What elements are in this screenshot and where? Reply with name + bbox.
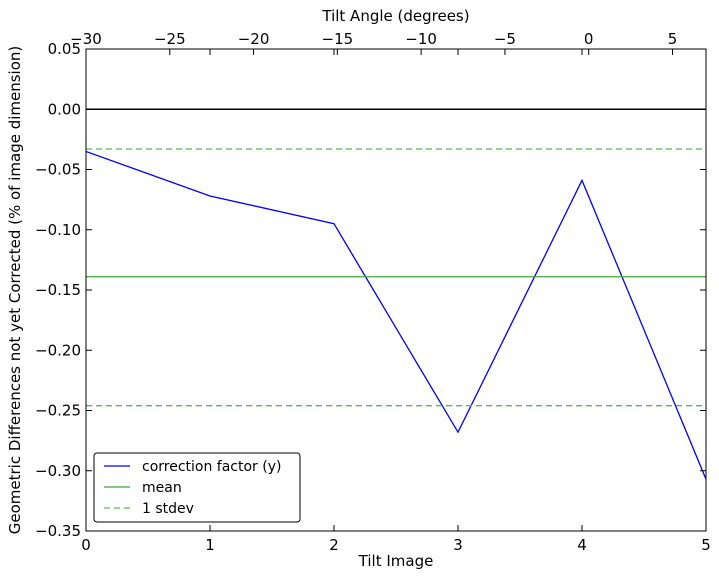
plot-lines	[86, 108, 706, 480]
x-tick-label: 4	[577, 536, 587, 554]
secondary-x-tick-label: −5	[494, 30, 516, 48]
x-tick-label: 5	[701, 536, 711, 554]
y-axis-label: Geometric Differences not yet Corrected …	[6, 46, 24, 535]
secondary-x-tick-label: −25	[154, 30, 186, 48]
y-tick-label: 0.05	[48, 40, 81, 58]
axis-tick-labels: 0 1 2 3 4 5 −30 −25 −20 −15 −10 −5 0 5 0.05 0.00 −0.05 −0…	[35, 30, 711, 554]
secondary-x-axis-label: Tilt Angle (degrees)	[321, 7, 469, 25]
y-tick-label: −0.05	[35, 161, 81, 179]
x-axis-label: Tilt Image	[358, 552, 434, 570]
y-tick-label: −0.30	[35, 462, 81, 480]
x-tick-label: 1	[205, 536, 215, 554]
x-tick-label: 3	[453, 536, 463, 554]
axis-ticks	[85, 48, 707, 532]
secondary-x-tick-label: −10	[405, 30, 437, 48]
y-tick-label: −0.20	[35, 341, 81, 359]
x-tick-label: 2	[329, 536, 339, 554]
y-tick-label: −0.10	[35, 221, 81, 239]
secondary-x-tick-label: −20	[238, 30, 270, 48]
legend-entry-label: mean	[142, 480, 182, 496]
legend-entry-label: correction factor (y)	[142, 459, 281, 475]
secondary-x-tick-label: −15	[322, 30, 354, 48]
legend-entry-label: 1 stdev	[142, 501, 194, 517]
x-tick-label: 0	[81, 536, 91, 554]
secondary-x-tick-label: 5	[668, 30, 678, 48]
secondary-x-tick-label: 0	[584, 30, 594, 48]
y-tick-label: −0.35	[35, 522, 81, 540]
series-line-correction-factor-y-0	[86, 150, 706, 480]
y-tick-label: −0.25	[35, 402, 81, 420]
legend-box	[93, 452, 301, 523]
secondary-x-tick-label: −30	[70, 30, 102, 48]
y-tick-label: −0.15	[35, 281, 81, 299]
y-tick-label: 0.00	[48, 100, 81, 118]
legend: correction factor (y) mean 1 stdev	[93, 452, 301, 523]
